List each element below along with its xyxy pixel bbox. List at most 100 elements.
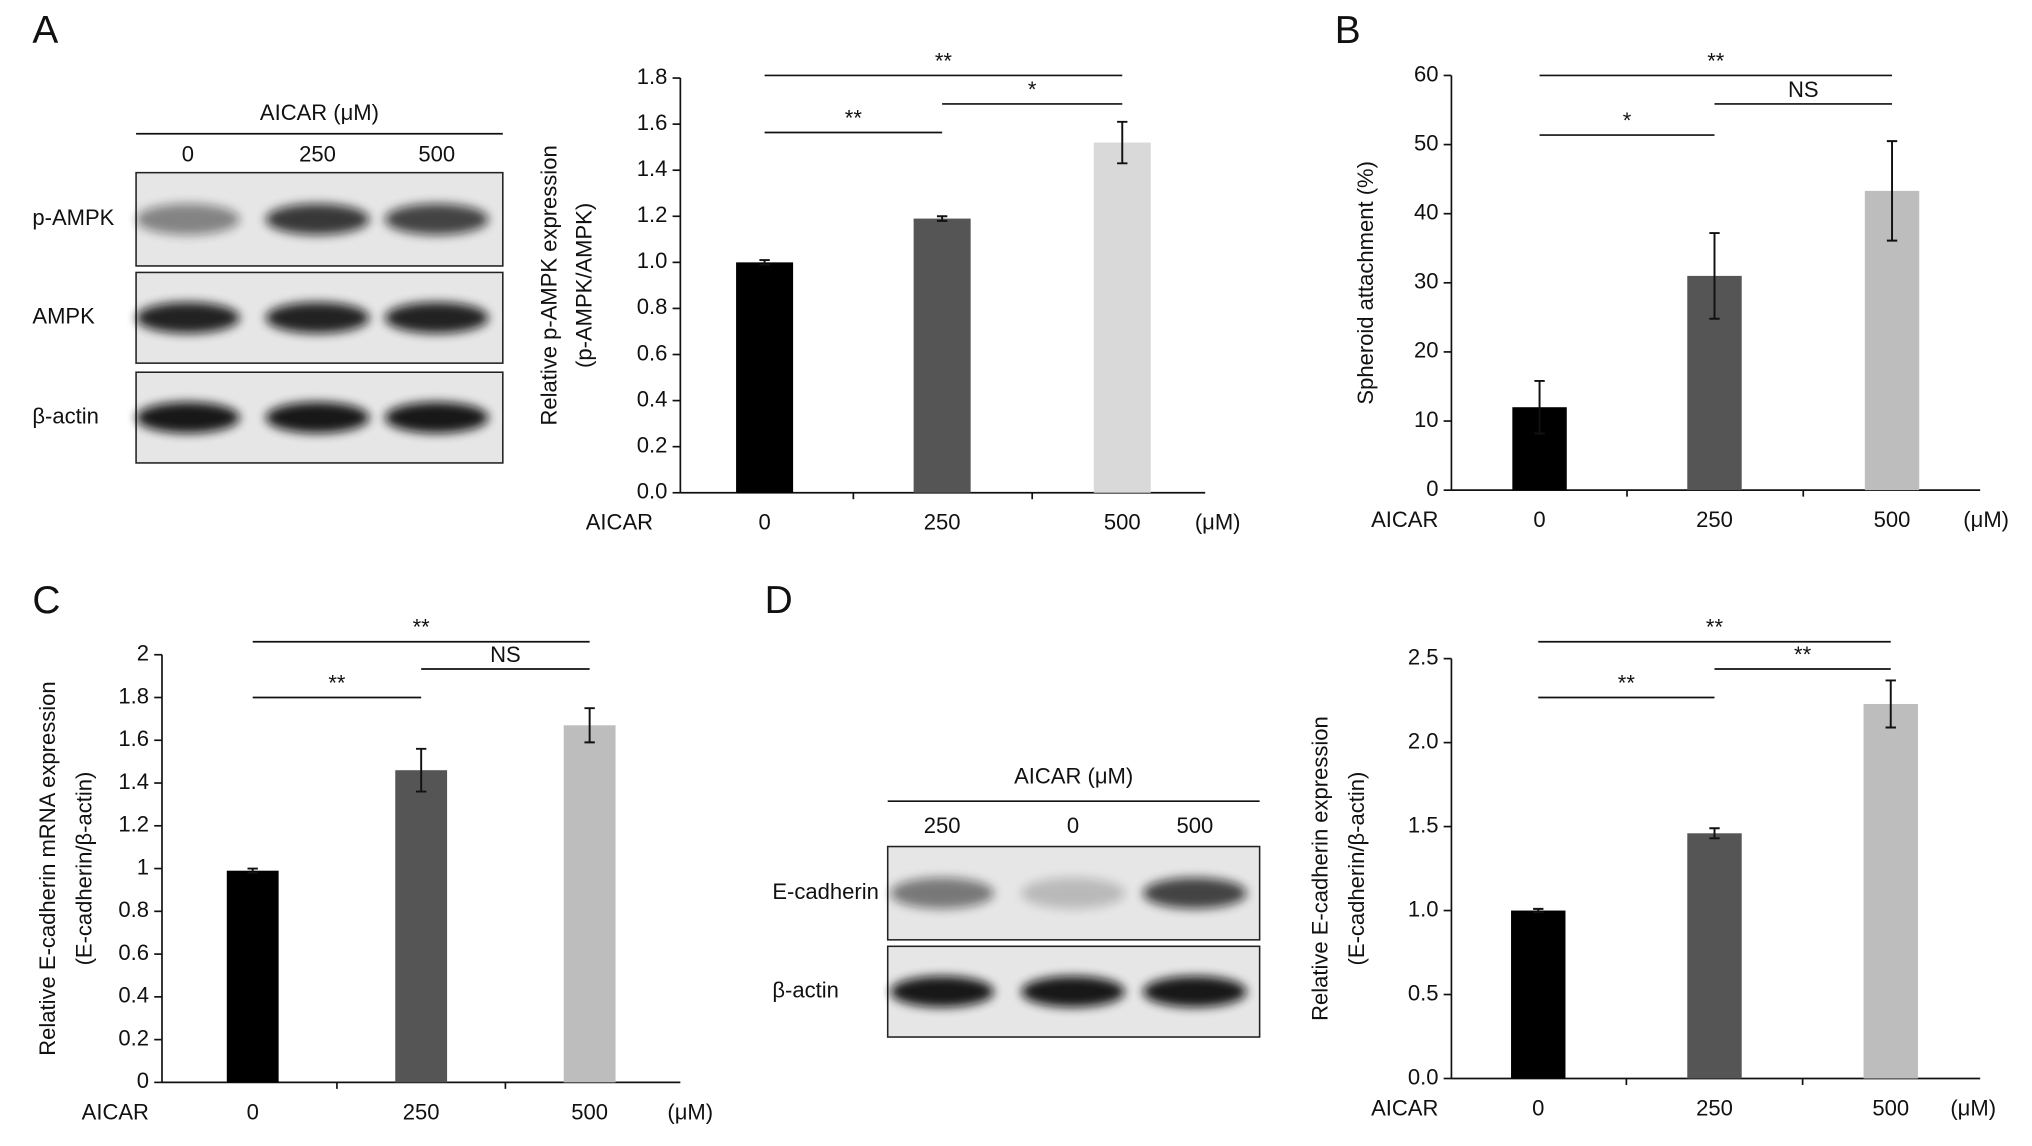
lane-label: 0 bbox=[182, 142, 194, 167]
significance-label: ** bbox=[328, 670, 346, 695]
error-bar bbox=[936, 215, 948, 222]
significance-label: NS bbox=[1788, 77, 1819, 102]
lane-label: 500 bbox=[418, 142, 455, 167]
y-tick-label: 50 bbox=[1414, 130, 1439, 155]
blot-band bbox=[136, 302, 240, 334]
y-axis-label: Relative E-cadherin expression bbox=[1308, 716, 1333, 1021]
y-axis-label: (E-cadherin/β-actin) bbox=[71, 772, 96, 966]
significance-label: ** bbox=[1706, 615, 1724, 640]
blot-title: AICAR (μM) bbox=[1014, 764, 1133, 789]
y-tick-label: 2.5 bbox=[1408, 644, 1439, 669]
panel-label: D bbox=[765, 579, 793, 622]
error-bar bbox=[1533, 907, 1544, 914]
error-bar bbox=[759, 259, 770, 266]
y-tick-label: 0.8 bbox=[118, 897, 149, 922]
blot-band bbox=[1143, 976, 1247, 1008]
y-tick-label: 2.0 bbox=[1408, 728, 1439, 753]
y-tick-label: 1.4 bbox=[118, 769, 149, 794]
x-axis-unit: (μM) bbox=[1950, 1095, 1996, 1120]
y-tick-label: 1.8 bbox=[118, 683, 149, 708]
blot-band bbox=[384, 203, 489, 235]
bar bbox=[913, 218, 971, 493]
y-tick-label: 1.4 bbox=[637, 156, 668, 181]
y-axis-label: Relative p-AMPK expression bbox=[537, 145, 562, 425]
significance-label: NS bbox=[490, 642, 521, 667]
x-tick-label: 500 bbox=[1874, 507, 1911, 532]
x-tick-label: 250 bbox=[1696, 1095, 1733, 1120]
y-axis-label: Relative E-cadherin mRNA expression bbox=[35, 681, 60, 1055]
error-bar bbox=[1709, 232, 1720, 320]
error-bar bbox=[1534, 379, 1545, 435]
y-tick-label: 0.4 bbox=[118, 983, 149, 1008]
bar bbox=[1863, 703, 1918, 1079]
y-tick-label: 1 bbox=[137, 854, 149, 879]
x-tick-label: 500 bbox=[1104, 510, 1141, 535]
blot-row-label: AMPK bbox=[32, 304, 95, 329]
y-tick-label: 0.4 bbox=[637, 386, 668, 411]
lane-label: 0 bbox=[1067, 813, 1079, 838]
blot-band bbox=[265, 302, 370, 334]
error-bar bbox=[1117, 120, 1128, 165]
y-tick-label: 0.6 bbox=[637, 340, 668, 365]
bar bbox=[563, 725, 616, 1083]
bar bbox=[1687, 833, 1742, 1079]
x-tick-label: 500 bbox=[571, 1099, 608, 1124]
significance-label: ** bbox=[935, 48, 953, 73]
bar bbox=[1093, 142, 1151, 493]
y-axis-label: (E-cadherin/β-actin) bbox=[1344, 772, 1369, 966]
y-tick-label: 0.2 bbox=[637, 432, 668, 457]
x-tick-label: 250 bbox=[403, 1099, 440, 1124]
panel-label: C bbox=[32, 579, 60, 622]
error-bar bbox=[584, 707, 595, 744]
error-bar bbox=[1709, 827, 1720, 840]
blot-band bbox=[384, 302, 489, 334]
y-tick-label: 1.6 bbox=[118, 726, 149, 751]
x-tick-label: 250 bbox=[924, 510, 961, 535]
blot-row-label: p-AMPK bbox=[32, 205, 114, 230]
x-axis-unit: (μM) bbox=[667, 1099, 713, 1124]
blot-band bbox=[384, 402, 489, 434]
y-tick-label: 1.2 bbox=[118, 812, 149, 837]
blot-row-label: E-cadherin bbox=[772, 879, 878, 904]
significance-label: * bbox=[1028, 77, 1037, 102]
error-bar bbox=[1886, 140, 1898, 242]
x-axis-label: AICAR bbox=[1371, 1095, 1438, 1120]
blot-band bbox=[265, 402, 370, 434]
y-tick-label: 1.5 bbox=[1408, 812, 1439, 837]
y-tick-label: 1.2 bbox=[637, 202, 668, 227]
lane-label: 250 bbox=[924, 813, 961, 838]
bar bbox=[1511, 910, 1566, 1079]
y-axis-label: Spheroid attachment (%) bbox=[1353, 161, 1378, 405]
blot-row-label: β-actin bbox=[772, 977, 839, 1002]
blot-band bbox=[136, 402, 240, 434]
y-axis-label: (p-AMPK/AMPK) bbox=[572, 203, 597, 368]
x-axis-unit: (μM) bbox=[1195, 510, 1241, 535]
x-axis-label: AICAR bbox=[1371, 507, 1438, 532]
lane-label: 250 bbox=[299, 142, 336, 167]
blot-band bbox=[1021, 976, 1125, 1008]
x-tick-label: 500 bbox=[1872, 1095, 1909, 1120]
x-tick-label: 0 bbox=[1532, 1095, 1544, 1120]
y-tick-label: 30 bbox=[1414, 269, 1439, 294]
significance-label: ** bbox=[845, 105, 863, 130]
bar bbox=[395, 770, 448, 1083]
x-tick-label: 250 bbox=[1696, 507, 1733, 532]
blot-title: AICAR (μM) bbox=[260, 100, 379, 125]
error-bar bbox=[415, 747, 427, 793]
significance-label: ** bbox=[1794, 642, 1812, 667]
y-tick-label: 1.0 bbox=[637, 248, 668, 273]
y-tick-label: 0.5 bbox=[1408, 980, 1439, 1005]
x-axis-label: AICAR bbox=[586, 510, 653, 535]
blot-band bbox=[890, 877, 994, 909]
error-bar bbox=[247, 867, 258, 874]
y-tick-label: 2 bbox=[137, 641, 149, 666]
y-tick-label: 0 bbox=[137, 1068, 149, 1093]
y-tick-label: 1.8 bbox=[637, 64, 668, 89]
x-axis-label: AICAR bbox=[82, 1099, 149, 1124]
y-tick-label: 40 bbox=[1414, 200, 1439, 225]
significance-label: ** bbox=[1707, 48, 1725, 73]
y-tick-label: 1.0 bbox=[1408, 896, 1439, 921]
blot-band bbox=[136, 203, 240, 235]
significance-label: * bbox=[1623, 108, 1632, 133]
blot-band bbox=[1143, 877, 1247, 909]
